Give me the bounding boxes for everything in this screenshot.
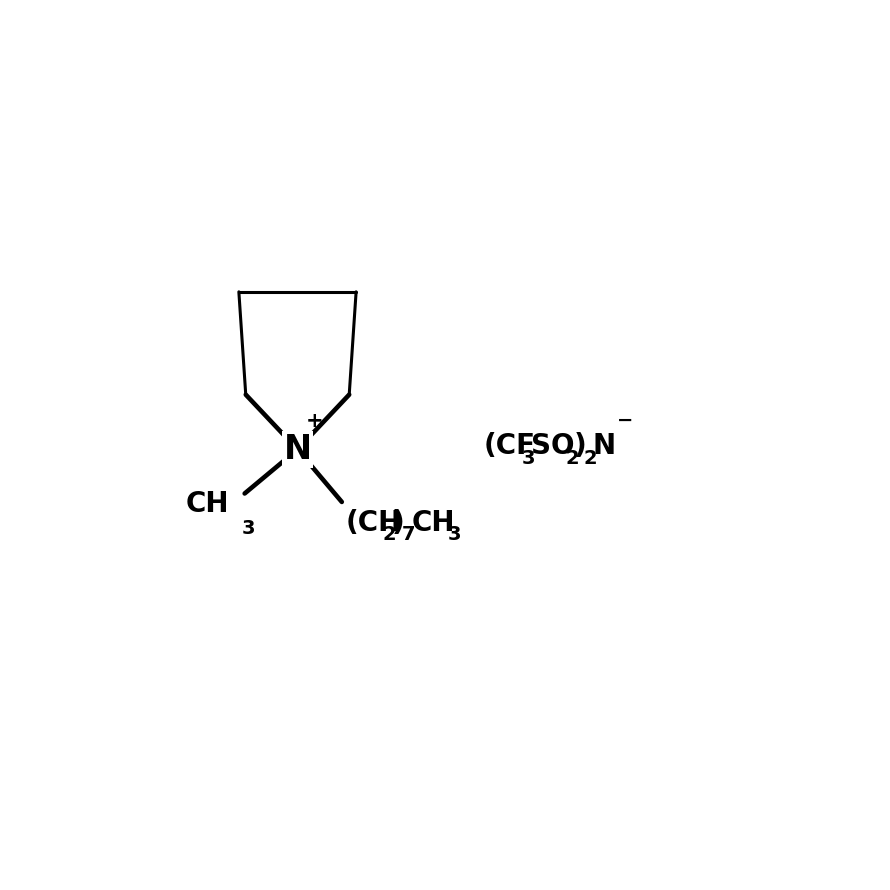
- Text: +: +: [306, 410, 324, 431]
- Text: CH: CH: [411, 508, 455, 537]
- Text: SO: SO: [530, 432, 574, 460]
- Text: 7: 7: [401, 525, 416, 545]
- Text: 3: 3: [448, 525, 461, 545]
- Text: ): ): [573, 432, 587, 460]
- Text: N: N: [592, 432, 615, 460]
- Text: N: N: [283, 433, 311, 466]
- Text: 2: 2: [583, 449, 596, 468]
- Text: (CH: (CH: [345, 508, 401, 537]
- Text: 3: 3: [522, 449, 535, 468]
- Text: CH: CH: [185, 490, 229, 518]
- Text: 2: 2: [383, 525, 396, 545]
- Text: ): ): [392, 508, 405, 537]
- Text: −: −: [617, 410, 633, 430]
- Text: 2: 2: [565, 449, 578, 468]
- Text: (CF: (CF: [484, 432, 536, 460]
- Text: 3: 3: [241, 519, 255, 538]
